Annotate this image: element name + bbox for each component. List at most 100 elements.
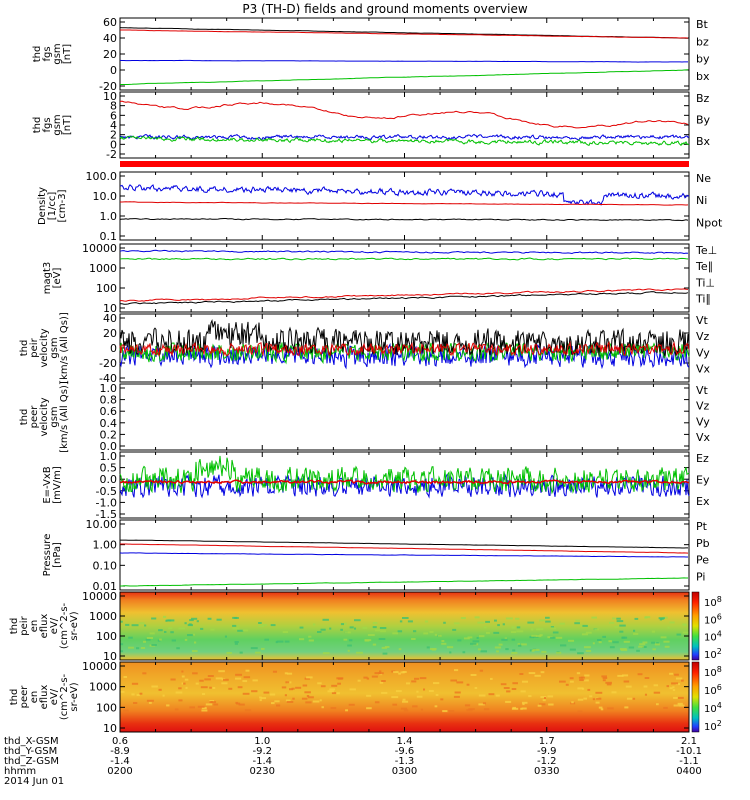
y-axis-label-line: peer	[29, 405, 40, 429]
legend-Te∥: Te∥	[695, 260, 713, 273]
y-axis-label-line: [nT]	[62, 115, 73, 135]
y-tick-label: 6	[110, 109, 117, 122]
y-axis-label: thd fgs gsm [nT]	[32, 43, 73, 64]
trace-Bz	[119, 100, 689, 129]
tick-y-gsm: -9.2	[252, 746, 272, 757]
y-tick-label: 2	[110, 129, 117, 142]
trace-peir-Vz	[119, 340, 690, 358]
trace-Te-perp	[119, 249, 689, 255]
y-tick-label: 1.0	[100, 210, 118, 223]
y-axis-label: E=-VxB [mV/m]	[42, 466, 63, 504]
trace-Pb	[120, 543, 689, 554]
y-tick-label: 0	[110, 64, 117, 77]
orbit-row-label: 2014 Jun 01	[4, 776, 64, 787]
y-axis-label-line: thd	[19, 409, 30, 426]
trace-bz	[120, 29, 689, 39]
plot-title: P3 (TH-D) fields and ground moments over…	[242, 2, 527, 16]
panel-fgs: 60 40 20 0 -20 thd fgs gsm [nT] Bt bz by bx	[32, 16, 710, 93]
y-tick-label: 20	[103, 48, 117, 61]
legend-Pi: Pi	[696, 570, 705, 583]
trace-Ti-par	[120, 288, 689, 302]
tick-y-gsm: -9.9	[537, 746, 557, 757]
legend-Vt: Vt	[696, 314, 709, 327]
y-tick-label: 10000	[82, 590, 117, 603]
colorbar-peir_spec	[691, 591, 700, 661]
legend-Vt: Vt	[696, 384, 709, 397]
y-axis-label-line: gsm	[49, 337, 60, 358]
legend-Pb: Pb	[696, 537, 710, 550]
y-axis-label-line: Density	[37, 187, 48, 225]
tick-y-gsm: -8.9	[110, 746, 130, 757]
y-tick-label: 10.00	[86, 518, 118, 531]
legend-Pt: Pt	[696, 520, 708, 533]
tick-x-gsm: 0.6	[112, 736, 128, 747]
y-tick-label: 1.00	[93, 539, 118, 552]
y-axis-label-line: [mV/m]	[52, 466, 63, 504]
tick-x-gsm: 1.4	[397, 736, 413, 747]
y-axis-label-line: (cm^2-s-	[59, 673, 70, 720]
y-axis-label-line: magt3	[42, 262, 53, 295]
y-axis-label-line: [nPa]	[52, 542, 63, 568]
panel-pressure: 10.00 1.00 0.10 0.01 Pressure [nPa] Pt Pb Pe Pi	[42, 518, 710, 593]
legend-Ey: Ey	[696, 473, 710, 486]
y-axis-label: thd fgs gsm [nT]	[32, 114, 73, 135]
trace-peir-Vt	[119, 319, 690, 357]
y-axis-label-line: sr-eV)	[69, 682, 80, 711]
y-tick-label: 60	[103, 16, 117, 29]
y-tick-label: 1.0	[100, 450, 118, 463]
y-axis-label-line: sr-eV)	[69, 611, 80, 640]
legend-Bx: Bx	[696, 135, 711, 148]
y-tick-label: 40	[103, 312, 117, 325]
y-axis-label-line: E=-VxB	[42, 466, 53, 503]
y-tick-label: -1.5	[96, 508, 117, 521]
y-tick-label: 10	[103, 90, 117, 103]
y-axis-label-line: [1/cc]	[47, 192, 58, 221]
trace-Ti-perp	[119, 257, 689, 261]
y-tick-label: 0	[110, 138, 117, 151]
y-axis-label-line: [km/s (All Qs)]	[59, 381, 70, 453]
y-tick-label: 1000	[89, 610, 117, 623]
y-axis-label: thd peer en eflux eV/(cm^2-s-sr-eV)	[9, 673, 80, 720]
panel-temp: 10000 1000 100 10 magt3 [eV] Te⊥ Te∥ Ti⊥ Ti∥	[42, 242, 717, 315]
y-tick-label: 0.4	[100, 417, 118, 430]
y-axis-label: thd peir velocity gsm [km/s (All Qs)]	[19, 312, 70, 384]
y-axis-label-line: thd	[32, 46, 43, 63]
tick-x-gsm: 1.7	[539, 736, 555, 747]
y-tick-label: 0.1	[100, 230, 118, 243]
legend-Npot: Npot	[696, 216, 723, 229]
y-axis-label-line: peir	[19, 615, 30, 635]
quality-flag-bar	[120, 161, 689, 167]
y-axis-label-line: peer	[19, 685, 30, 709]
tick-z-gsm: -1.4	[110, 756, 130, 767]
legend-Ex: Ex	[696, 495, 710, 508]
tick-time: 0300	[392, 766, 417, 777]
y-tick-label: 20	[103, 327, 117, 340]
legend-Ez: Ez	[696, 452, 709, 465]
y-tick-label: 0.10	[93, 559, 118, 572]
tick-time: 0330	[534, 766, 559, 777]
y-axis-label-line: eV/	[49, 617, 60, 634]
tick-x-gsm: 1.0	[254, 736, 270, 747]
y-axis-label-line: en	[29, 691, 40, 704]
trace-Ni	[119, 218, 689, 222]
y-tick-label: 100	[96, 701, 117, 714]
y-axis-label-line: Pressure	[42, 534, 53, 577]
tick-z-gsm: -1.1	[679, 756, 699, 767]
legend-bz: bz	[696, 35, 709, 48]
y-tick-label: -40	[99, 372, 117, 385]
legend-Te⊥: Te⊥	[695, 244, 717, 257]
trace-By	[119, 135, 690, 147]
legend-Pe: Pe	[696, 554, 709, 567]
y-axis-label-line: eflux	[39, 614, 50, 639]
tick-time: 0400	[676, 766, 701, 777]
y-tick-label: 10	[103, 302, 117, 315]
trace-Pt	[120, 539, 688, 549]
panel-efield: 1.00.50.0-0.5-1.0-1.5 E=-VxB [mV/m] Ez Ey Ex	[42, 450, 710, 521]
y-axis-label-line: eV/	[49, 688, 60, 705]
legend-by: by	[696, 53, 710, 66]
trace-by	[120, 69, 689, 85]
y-tick-label: 10000	[82, 660, 117, 673]
trace-Npot	[119, 184, 690, 206]
